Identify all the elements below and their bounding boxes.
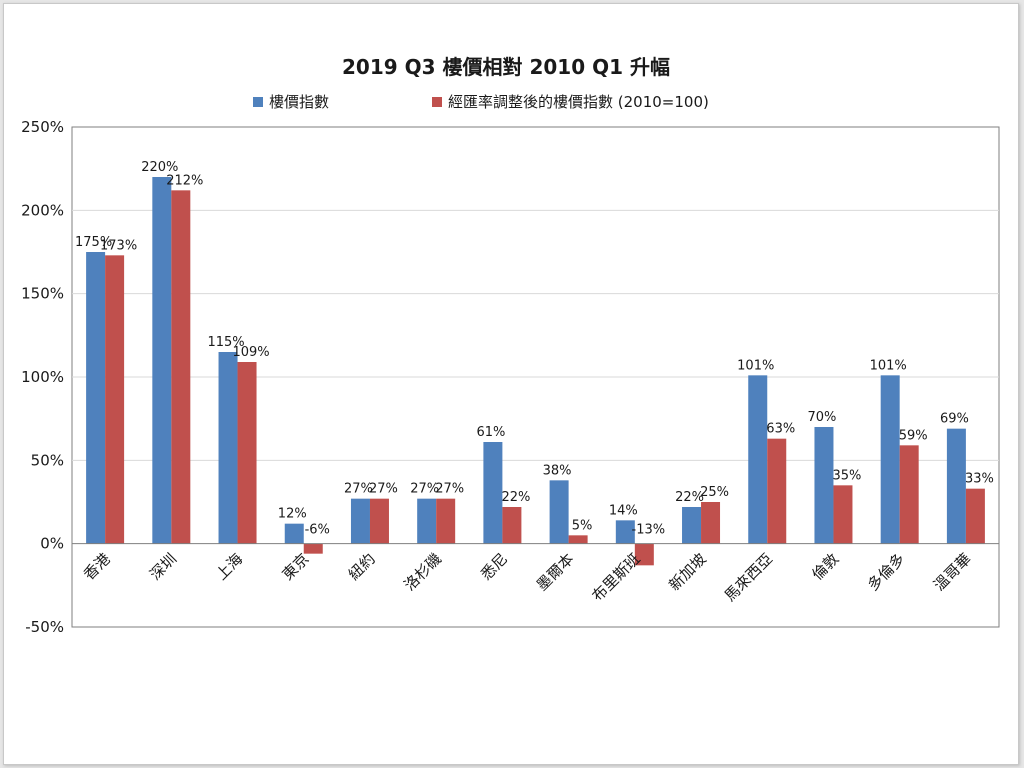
bar-series-1 bbox=[615, 520, 635, 544]
data-label-series-1: 27% bbox=[344, 482, 373, 497]
bar-series-1 bbox=[218, 352, 238, 544]
x-tick-label: 倫敦 bbox=[808, 550, 842, 584]
bar-series-1 bbox=[152, 177, 172, 544]
x-tick-label: 上海 bbox=[212, 550, 246, 584]
bar-series-2 bbox=[303, 543, 323, 554]
x-tick-label: 墨爾本 bbox=[533, 550, 578, 595]
chart-frame: 2019 Q3 樓價相對 2010 Q1 升幅 樓價指數 經匯率調整後的樓價指數… bbox=[3, 3, 1019, 765]
data-label-series-1: 38% bbox=[543, 463, 572, 478]
data-label-series-2: 59% bbox=[899, 428, 928, 443]
x-tick-label: 悉尼 bbox=[477, 550, 511, 584]
data-label-series-2: 35% bbox=[833, 468, 862, 483]
bar-series-2 bbox=[237, 362, 257, 544]
data-label-series-2: 212% bbox=[166, 173, 203, 188]
legend: 樓價指數 經匯率調整後的樓價指數 (2010=100) bbox=[253, 93, 709, 111]
bar-series-1 bbox=[549, 480, 569, 544]
x-tick-label: 溫哥華 bbox=[930, 550, 975, 595]
data-label-series-1: 220% bbox=[141, 160, 178, 175]
y-tick-label: 150% bbox=[21, 285, 64, 303]
data-label-series-2: 109% bbox=[232, 345, 269, 360]
data-label-series-1: 27% bbox=[410, 482, 439, 497]
x-tick-label: 紐約 bbox=[345, 550, 379, 584]
bars bbox=[86, 177, 985, 566]
bar-series-2 bbox=[634, 543, 654, 566]
data-label-series-2: 33% bbox=[965, 472, 994, 487]
legend-swatch-series-2 bbox=[432, 97, 442, 107]
y-tick-label: 100% bbox=[21, 368, 64, 386]
bar-series-2 bbox=[568, 535, 588, 544]
data-label-series-1: 70% bbox=[808, 410, 837, 425]
data-label-series-2: 63% bbox=[766, 422, 795, 437]
data-label-series-1: 101% bbox=[737, 358, 774, 373]
legend-swatch-series-1 bbox=[253, 97, 263, 107]
bar-series-1 bbox=[417, 498, 437, 544]
bar-series-2 bbox=[833, 485, 853, 544]
data-label-series-1: 175% bbox=[75, 235, 112, 250]
bar-chart: 2019 Q3 樓價相對 2010 Q1 升幅 樓價指數 經匯率調整後的樓價指數… bbox=[21, 55, 1000, 636]
x-tick-label: 多倫多 bbox=[864, 550, 909, 595]
data-label-series-2: 173% bbox=[100, 238, 137, 253]
y-tick-label: 0% bbox=[40, 535, 64, 553]
data-label-series-2: 27% bbox=[435, 482, 464, 497]
bar-series-2 bbox=[436, 498, 456, 544]
x-tick-label: 東京 bbox=[279, 550, 313, 584]
x-tick-label: 洛杉磯 bbox=[400, 550, 445, 595]
y-tick-label: -50% bbox=[25, 618, 64, 636]
bar-series-1 bbox=[350, 498, 370, 544]
data-label-series-1: 14% bbox=[609, 503, 638, 518]
bar-series-1 bbox=[682, 507, 702, 544]
data-label-series-1: 115% bbox=[207, 335, 244, 350]
y-tick-label: 200% bbox=[21, 201, 64, 219]
y-tick-label: 250% bbox=[21, 118, 64, 136]
bar-series-2 bbox=[171, 190, 191, 544]
bar-series-2 bbox=[502, 507, 522, 544]
bar-series-1 bbox=[748, 375, 768, 544]
data-label-series-1: 101% bbox=[870, 358, 907, 373]
data-label-series-2: 27% bbox=[369, 482, 398, 497]
data-label-series-2: 22% bbox=[501, 490, 530, 505]
bar-series-1 bbox=[483, 442, 503, 544]
x-tick-label: 布里斯班 bbox=[588, 550, 643, 605]
bar-series-2 bbox=[767, 438, 787, 544]
data-label-series-2: -6% bbox=[305, 523, 330, 538]
data-label-series-2: 5% bbox=[572, 518, 593, 533]
x-tick-label: 馬來西亞 bbox=[721, 550, 776, 605]
data-label-series-1: 69% bbox=[940, 412, 969, 427]
x-tick-label: 深圳 bbox=[146, 550, 180, 584]
bar-series-2 bbox=[369, 498, 389, 544]
bar-series-1 bbox=[946, 428, 966, 544]
x-tick-label: 香港 bbox=[80, 550, 114, 584]
chart-title: 2019 Q3 樓價相對 2010 Q1 升幅 bbox=[342, 55, 670, 79]
bar-series-2 bbox=[899, 445, 919, 544]
data-label-series-1: 22% bbox=[675, 490, 704, 505]
bar-series-1 bbox=[880, 375, 900, 544]
bar-series-2 bbox=[105, 255, 125, 544]
bar-series-2 bbox=[701, 502, 721, 544]
data-label-series-2: 25% bbox=[700, 485, 729, 500]
bar-series-1 bbox=[814, 427, 834, 544]
x-tick-label: 新加坡 bbox=[665, 550, 710, 595]
bar-series-1 bbox=[284, 523, 304, 544]
y-axis-tick-labels: -50% 0% 50% 100% 150% 200% 250% bbox=[21, 118, 64, 636]
gridlines bbox=[71, 126, 1000, 628]
legend-label-series-1: 樓價指數 bbox=[269, 93, 329, 111]
y-tick-label: 50% bbox=[31, 451, 64, 469]
data-label-series-1: 12% bbox=[278, 507, 307, 522]
data-label-series-1: 61% bbox=[476, 425, 505, 440]
data-labels: 175%173%220%212%115%109%12%-6%27%27% 27%2… bbox=[75, 160, 994, 538]
data-label-series-2: -13% bbox=[632, 523, 666, 538]
legend-label-series-2: 經匯率調整後的樓價指數 (2010=100) bbox=[448, 93, 709, 111]
x-axis-tick-labels: 香港 深圳 上海 東京 紐約 洛杉磯 悉尼 墨爾本 布里斯班 新加坡 馬來西亞 倫敦 多倫多 溫哥華 bbox=[80, 550, 975, 605]
bar-series-1 bbox=[86, 252, 106, 544]
bar-series-2 bbox=[965, 488, 985, 544]
